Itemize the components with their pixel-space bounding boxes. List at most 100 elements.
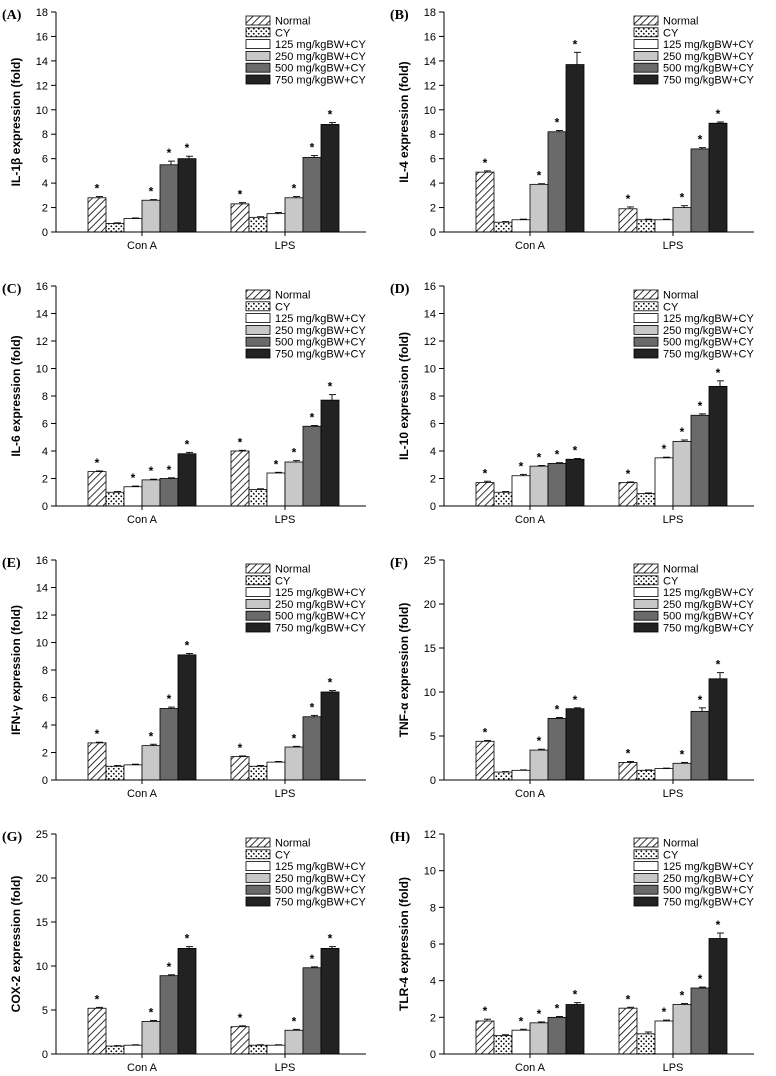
- bar: [320, 399, 340, 507]
- bar: [177, 948, 197, 1055]
- legend-label: Normal: [663, 16, 698, 28]
- significance-star: *: [149, 185, 154, 199]
- legend-label: 500 mg/kgBW+CY: [275, 885, 366, 897]
- legend-swatch: [245, 563, 271, 574]
- legend-label: Normal: [663, 290, 698, 302]
- legend-swatch: [633, 622, 659, 633]
- panel-d: (D) IL-10 expression (fold) 0 2 4 6 8 10 12 14 16 *…: [390, 281, 754, 526]
- x-tick-label: Con A: [515, 240, 546, 252]
- significance-star: *: [185, 639, 190, 653]
- y-tick-label: 10: [36, 961, 48, 973]
- bar: [320, 124, 340, 233]
- legend-label: 750 mg/kgBW+CY: [275, 623, 366, 635]
- bar: [690, 987, 710, 1055]
- y-tick-label: 5: [430, 731, 436, 743]
- significance-star: *: [149, 464, 154, 478]
- legend-swatch: [633, 62, 659, 73]
- significance-star: *: [698, 972, 703, 986]
- bar: [672, 762, 692, 781]
- y-tick-label: 10: [424, 364, 436, 376]
- bar: [177, 654, 197, 781]
- significance-star: *: [328, 676, 333, 690]
- bar: [672, 440, 692, 507]
- bar: [248, 489, 268, 507]
- legend-swatch: [633, 575, 659, 586]
- bar: [547, 1016, 567, 1055]
- bar: [159, 975, 179, 1055]
- bar: [105, 491, 125, 507]
- bar: [284, 197, 304, 233]
- bar: [141, 479, 161, 507]
- bar: [690, 414, 710, 507]
- legend-label: 500 mg/kgBW+CY: [663, 885, 754, 897]
- legend-swatch: [245, 301, 271, 312]
- significance-star: *: [483, 1004, 488, 1018]
- legend-label: 500 mg/kgBW+CY: [275, 63, 366, 75]
- bar: [141, 199, 161, 233]
- legend-label: CY: [275, 575, 291, 587]
- bar: [475, 482, 495, 507]
- legend-label: 750 mg/kgBW+CY: [275, 75, 366, 87]
- significance-star: *: [573, 693, 578, 707]
- y-axis-label: IL-6 expression (fold): [9, 335, 23, 456]
- y-tick-label: 2: [42, 748, 48, 760]
- bar: [177, 453, 197, 507]
- significance-star: *: [537, 1007, 542, 1021]
- significance-star: *: [167, 463, 172, 477]
- legend-swatch: [245, 884, 271, 895]
- bar: [230, 203, 250, 233]
- legend-swatch: [633, 348, 659, 359]
- y-tick-label: 16: [36, 31, 48, 43]
- y-tick-label: 2: [430, 203, 436, 215]
- y-tick-label: 6: [430, 154, 436, 166]
- x-tick-label: Con A: [127, 514, 158, 526]
- y-tick-label: 6: [430, 419, 436, 431]
- bar: [493, 221, 513, 233]
- bar: [690, 148, 710, 233]
- bar: [141, 745, 161, 781]
- y-tick-label: 6: [430, 939, 436, 951]
- bar: [708, 122, 728, 233]
- x-tick-label: LPS: [663, 240, 684, 252]
- bar: [636, 219, 656, 233]
- panel-label: (E): [2, 556, 21, 571]
- legend-swatch: [245, 74, 271, 85]
- significance-star: *: [238, 188, 243, 202]
- y-tick-label: 2: [42, 203, 48, 215]
- bar: [105, 765, 125, 781]
- legend-label: 500 mg/kgBW+CY: [663, 611, 754, 623]
- legend-label: CY: [275, 27, 291, 39]
- bar: [159, 708, 179, 781]
- bar: [302, 425, 322, 507]
- y-tick-label: 0: [430, 501, 436, 513]
- significance-star: *: [167, 960, 172, 974]
- legend-label: 125 mg/kgBW+CY: [663, 39, 754, 51]
- y-tick-label: 8: [430, 902, 436, 914]
- y-tick-label: 20: [424, 599, 436, 611]
- y-tick-label: 12: [36, 610, 48, 622]
- y-axis-label: COX-2 expression (fold): [9, 876, 23, 1013]
- legend-swatch: [633, 27, 659, 38]
- bar: [708, 938, 728, 1055]
- y-axis-label: IL-4 expression (fold): [397, 61, 411, 182]
- bar: [475, 1020, 495, 1055]
- legend-swatch: [633, 51, 659, 61]
- bar: [493, 1035, 513, 1055]
- bar: [618, 208, 638, 233]
- bar: [159, 478, 179, 507]
- significance-star: *: [680, 191, 685, 205]
- bar: [87, 1007, 107, 1055]
- legend-swatch: [633, 336, 659, 347]
- legend-label: Normal: [663, 838, 698, 850]
- bar: [547, 462, 567, 507]
- significance-star: *: [292, 731, 297, 745]
- bar: [105, 1045, 125, 1055]
- legend-label: 750 mg/kgBW+CY: [663, 623, 754, 635]
- legend-swatch: [633, 873, 659, 883]
- significance-star: *: [238, 741, 243, 755]
- legend-label: 125 mg/kgBW+CY: [275, 39, 366, 51]
- significance-star: *: [573, 444, 578, 458]
- bar: [284, 461, 304, 507]
